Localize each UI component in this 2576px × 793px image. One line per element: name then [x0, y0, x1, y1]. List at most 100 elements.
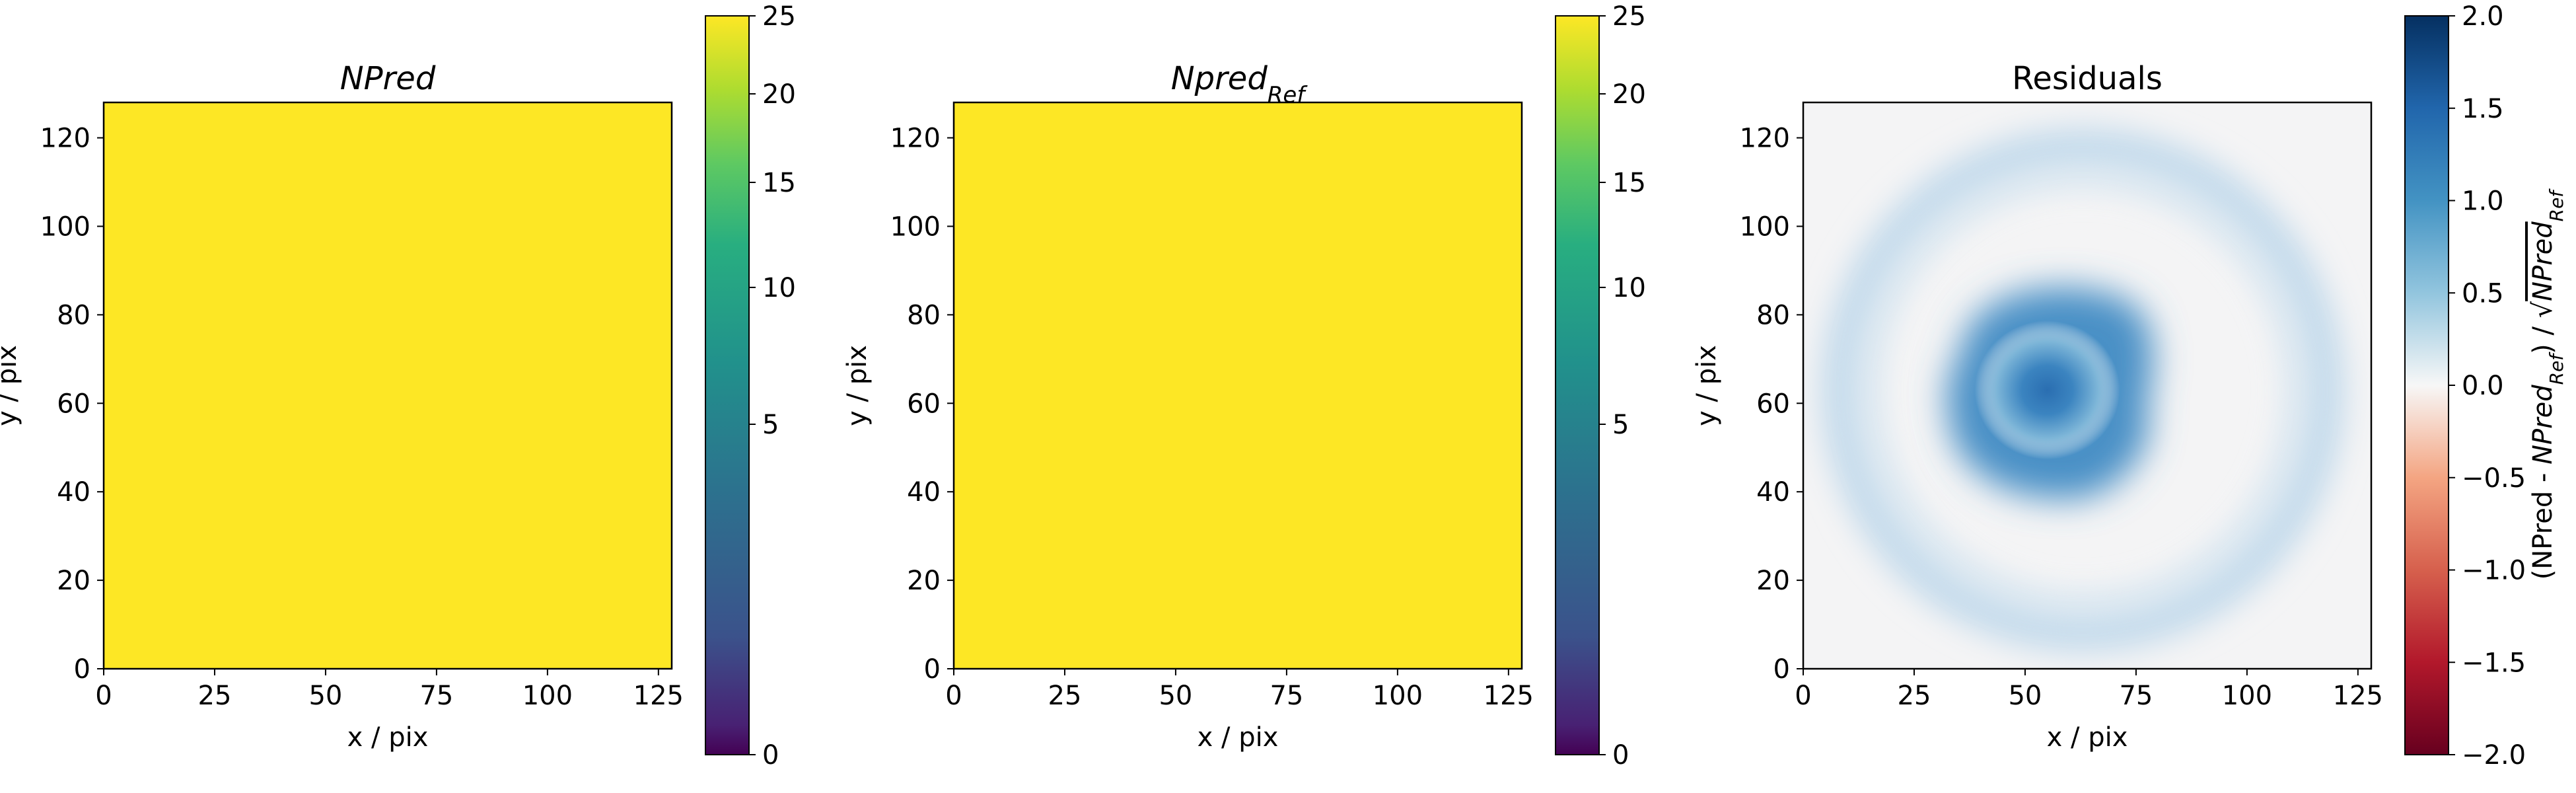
x-tick-label: 25 [198, 681, 232, 711]
colorbar-gradient [2405, 16, 2449, 755]
y-tick-label: 80 [1756, 300, 1790, 330]
x-tick-label: 125 [2333, 681, 2383, 711]
y-tick-label: 20 [57, 566, 90, 596]
y-tick-label: 100 [1740, 211, 1790, 242]
y-axis-label: y / pix [842, 345, 873, 426]
panel-title: NpredRef [1171, 60, 1308, 108]
colorbar-tick-label: 5 [762, 410, 779, 440]
x-tick-label: 100 [2222, 681, 2272, 711]
x-tick-label: 50 [1159, 681, 1192, 711]
heatmap-image [954, 102, 1522, 669]
colorbar-tick-label: 0.0 [2462, 371, 2504, 401]
colorbar-label-prefix: (NPred - [2528, 465, 2558, 580]
colorbar-tick-label: 0 [1612, 740, 1629, 771]
y-tick-label: 120 [40, 124, 90, 154]
x-tick-label: 50 [2008, 681, 2042, 711]
colorbar-tick-label: 1.5 [2462, 94, 2504, 124]
colorbar-tick-label: 15 [1612, 168, 1646, 198]
colorbar-tick-label: −2.0 [2462, 740, 2526, 771]
y-tick-label: 0 [924, 654, 941, 685]
colorbar: 2.0 1.5 1.0 0.5 0.0 −0.5 −1.0 −1.5 −2.0 (NPred - … [2404, 1, 2567, 771]
title-main: Residuals [2012, 60, 2163, 97]
x-axis-label: x / pix [1198, 722, 1279, 753]
x-tick-label: 75 [2119, 681, 2153, 711]
y-tick-label: 80 [907, 300, 941, 330]
colorbar: 0 5 10 15 20 25 [705, 1, 796, 771]
colorbar-tick-label: 2.0 [2462, 1, 2504, 32]
colorbar-tick-label: 0.5 [2462, 278, 2504, 309]
colorbar-label-mid: ) / [2528, 318, 2558, 354]
heatmap-image [1803, 102, 2371, 669]
x-tick-label: 100 [522, 681, 573, 711]
title-main: NPred [340, 60, 436, 97]
y-tick-label: 20 [1756, 566, 1790, 596]
residual-core-peak [1974, 321, 2120, 460]
colorbar-tick-label: 5 [1612, 410, 1629, 440]
y-tick-label: 120 [1740, 124, 1790, 154]
axes-frame [102, 101, 673, 670]
colorbar-tick-label: 1.0 [2462, 186, 2504, 217]
colorbar-tick-label: −1.0 [2462, 556, 2526, 586]
colorbar-tick-label: 25 [1612, 1, 1646, 32]
y-tick-label: 40 [907, 477, 941, 508]
colorbar: 0 5 10 15 20 25 [1555, 1, 1646, 771]
y-tick-label: 100 [890, 211, 941, 242]
x-tick-label: 0 [1795, 681, 1811, 711]
x-axis-label: x / pix [2047, 722, 2128, 753]
x-tick-label: 100 [1373, 681, 1423, 711]
colorbar-tick-label: 25 [762, 1, 796, 32]
x-tick-label: 75 [419, 681, 453, 711]
y-tick-label: 0 [1773, 654, 1790, 685]
panel-3: 0 25 50 75 100 125 0 20 40 60 80 100 120 x / pix y / p… [1692, 1, 2567, 771]
title-subscript: Ref [1268, 82, 1308, 108]
title-main: Npred [1171, 60, 1268, 97]
colorbar-gradient [1556, 16, 1599, 755]
colorbar-tick-label: 20 [1612, 79, 1646, 110]
x-tick-label: 75 [1270, 681, 1303, 711]
colorbar-tick-label: 10 [1612, 273, 1646, 303]
y-tick-label: 60 [1756, 389, 1790, 419]
colorbar-tick-label: 15 [762, 168, 796, 198]
x-tick-label: 25 [1048, 681, 1082, 711]
y-tick-label: 60 [907, 389, 941, 419]
x-tick-label: 25 [1898, 681, 1931, 711]
x-tick-label: 125 [633, 681, 684, 711]
residual-ring [1820, 127, 2346, 654]
y-tick-label: 0 [74, 654, 90, 685]
axes-frame [952, 101, 1523, 670]
colorbar-frame [705, 15, 750, 755]
heatmap-image [104, 102, 672, 669]
panel-2: 0 25 50 75 100 125 0 20 40 60 80 100 120 x / pix y / p… [842, 1, 1646, 771]
y-tick-label: 60 [57, 389, 90, 419]
colorbar-tick-label: −0.5 [2462, 463, 2526, 494]
colorbar-tick-label: 10 [762, 273, 796, 303]
y-tick-label: 80 [57, 300, 90, 330]
y-tick-label: 120 [890, 124, 941, 154]
y-axis-label: y / pix [1692, 345, 1722, 426]
colorbar-label-npred: NPred [2528, 385, 2558, 465]
colorbar-label-ref-2: Ref [2546, 188, 2567, 222]
colorbar-tick-label: −1.5 [2462, 648, 2526, 678]
panel-title: NPred [340, 60, 436, 97]
colorbar-tick-label: 20 [762, 79, 796, 110]
y-tick-label: 40 [1756, 477, 1790, 508]
x-tick-label: 50 [308, 681, 342, 711]
colorbar-label-npred-ref: NPred [2528, 221, 2558, 301]
colorbar-label-ref: Ref [2546, 352, 2567, 385]
y-tick-label: 20 [907, 566, 941, 596]
y-tick-label: 100 [40, 211, 90, 242]
colorbar-tick-label: 0 [762, 740, 779, 771]
colorbar-label-sqrt: √ [2528, 301, 2558, 318]
y-tick-label: 40 [57, 477, 90, 508]
colorbar-gradient [705, 16, 749, 755]
axes-frame [1802, 101, 2373, 670]
x-tick-label: 125 [1484, 681, 1534, 711]
x-tick-label: 0 [95, 681, 112, 711]
residual-ring-inner [1856, 163, 2310, 617]
colorbar-label: (NPred - NPredRef) / √NPredRef [2528, 188, 2567, 580]
panel-title: Residuals [2012, 60, 2163, 97]
y-axis-label: y / pix [0, 345, 22, 426]
